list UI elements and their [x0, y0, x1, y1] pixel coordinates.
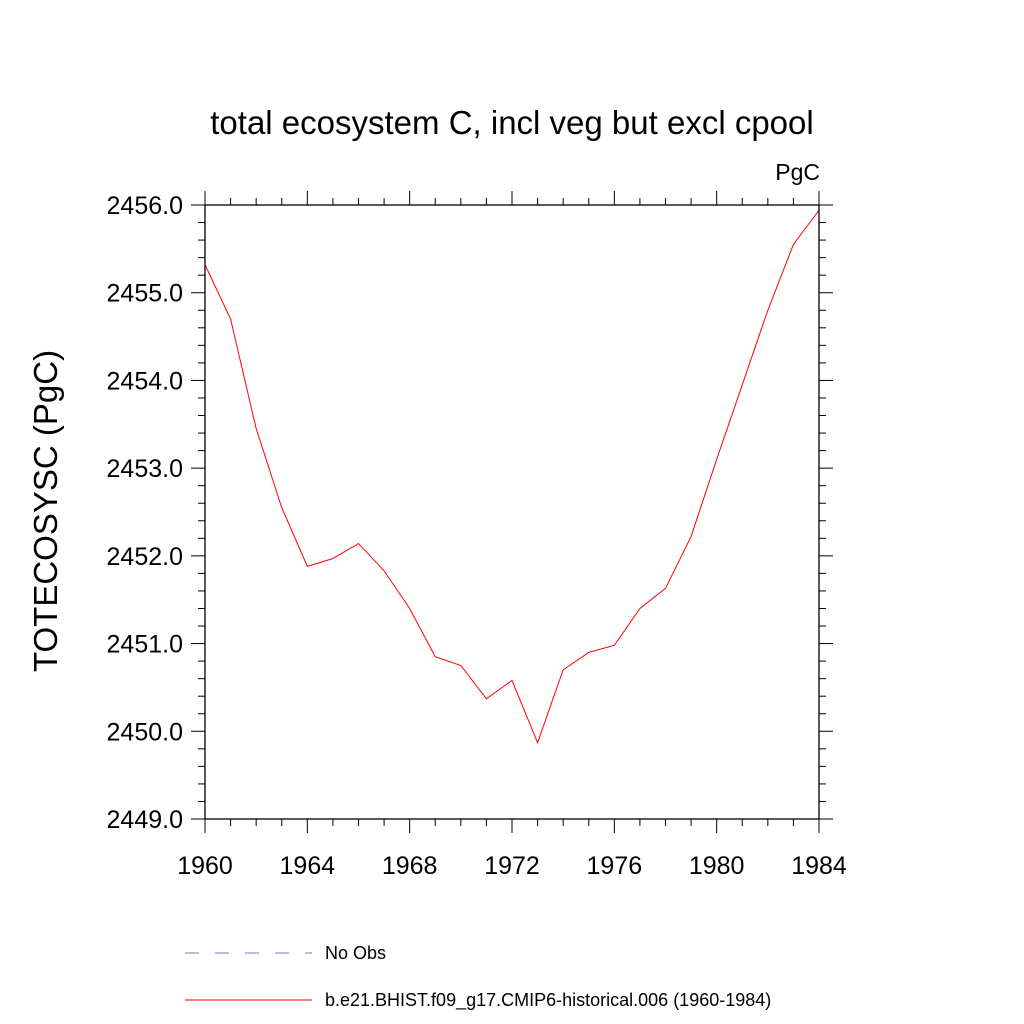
data-point — [409, 608, 410, 609]
x-tick-label: 1960 — [177, 852, 233, 880]
legend-label-historical: b.e21.BHIST.f09_g17.CMIP6-historical.006… — [325, 990, 771, 1011]
data-point — [665, 588, 666, 589]
x-tick-label: 1972 — [484, 852, 540, 880]
data-point — [614, 645, 615, 646]
data-point — [281, 507, 282, 508]
x-tick-label: 1968 — [382, 852, 438, 880]
units-label: PgC — [775, 159, 820, 185]
data-point — [230, 318, 231, 319]
data-point — [486, 698, 487, 699]
data-point — [332, 558, 333, 559]
y-tick-label: 2451.0 — [107, 631, 183, 659]
data-point — [793, 244, 794, 245]
chart-title: total ecosystem C, incl veg but excl cpo… — [210, 104, 813, 141]
data-point — [716, 459, 717, 460]
y-tick-label: 2453.0 — [107, 455, 183, 483]
legend-label-no-obs: No Obs — [325, 943, 386, 963]
y-tick-label: 2456.0 — [107, 192, 183, 220]
data-point — [537, 742, 538, 743]
data-point — [435, 656, 436, 657]
y-tick-label: 2449.0 — [107, 806, 183, 834]
data-point — [588, 652, 589, 653]
legend: No Obs b.e21.BHIST.f09_g17.CMIP6-histori… — [185, 943, 771, 1011]
y-tick-label: 2454.0 — [107, 367, 183, 395]
series-group — [204, 209, 820, 745]
x-tick-label: 1980 — [689, 852, 745, 880]
data-point — [742, 384, 743, 385]
data-point — [383, 570, 384, 571]
y-tick-label: 2452.0 — [107, 543, 183, 571]
series-line-0 — [204, 209, 820, 745]
data-point — [256, 428, 257, 429]
data-point — [460, 665, 461, 666]
y-tick-label: 2450.0 — [107, 718, 183, 746]
minor-ticks — [198, 198, 826, 826]
data-point — [767, 310, 768, 311]
x-tick-label: 1964 — [280, 852, 336, 880]
data-point — [690, 536, 691, 537]
y-tick-label: 2455.0 — [107, 280, 183, 308]
data-point — [307, 566, 308, 567]
plot-frame — [204, 204, 820, 820]
y-tick-labels: 2449.0 2450.0 2451.0 2452.0 2453.0 2454.0 2455… — [107, 192, 183, 834]
major-ticks — [191, 191, 833, 833]
data-point — [358, 543, 359, 544]
x-tick-label: 1976 — [587, 852, 643, 880]
y-axis-label: TOTECOSYSC (PgC) — [27, 350, 64, 672]
data-point — [511, 680, 512, 681]
x-tick-labels: 1960 1964 1968 1972 1976 1980 1984 — [177, 852, 847, 880]
data-point — [563, 669, 564, 670]
data-point — [639, 608, 640, 609]
x-tick-label: 1984 — [791, 852, 847, 880]
